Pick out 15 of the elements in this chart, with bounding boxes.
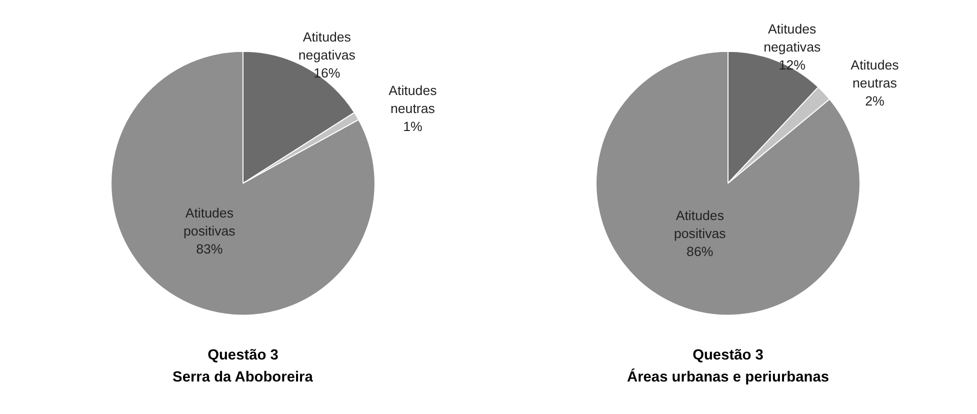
data-label: 83% (196, 242, 223, 257)
text: Áreas urbanas e periurbanas (626, 368, 830, 386)
text: Serra da Aboboreira (172, 370, 314, 386)
slice-label: Atitudes negativas (764, 21, 821, 54)
slice-label: Atitudes positivas (183, 206, 236, 239)
slice-label: Atitudes neutras (388, 83, 438, 116)
slice-label: Atitudes negativas (298, 29, 356, 62)
text: Questão 3 (692, 348, 764, 364)
data-label: 2% (865, 93, 885, 108)
data-label: 16% (314, 65, 340, 80)
data-label: 1% (403, 119, 422, 134)
text: Questão 3 (208, 348, 278, 364)
slice-label: Atitudes neutras (850, 57, 900, 90)
slice-label: Atitudes positivas (674, 208, 726, 242)
data-label: 86% (686, 244, 714, 260)
